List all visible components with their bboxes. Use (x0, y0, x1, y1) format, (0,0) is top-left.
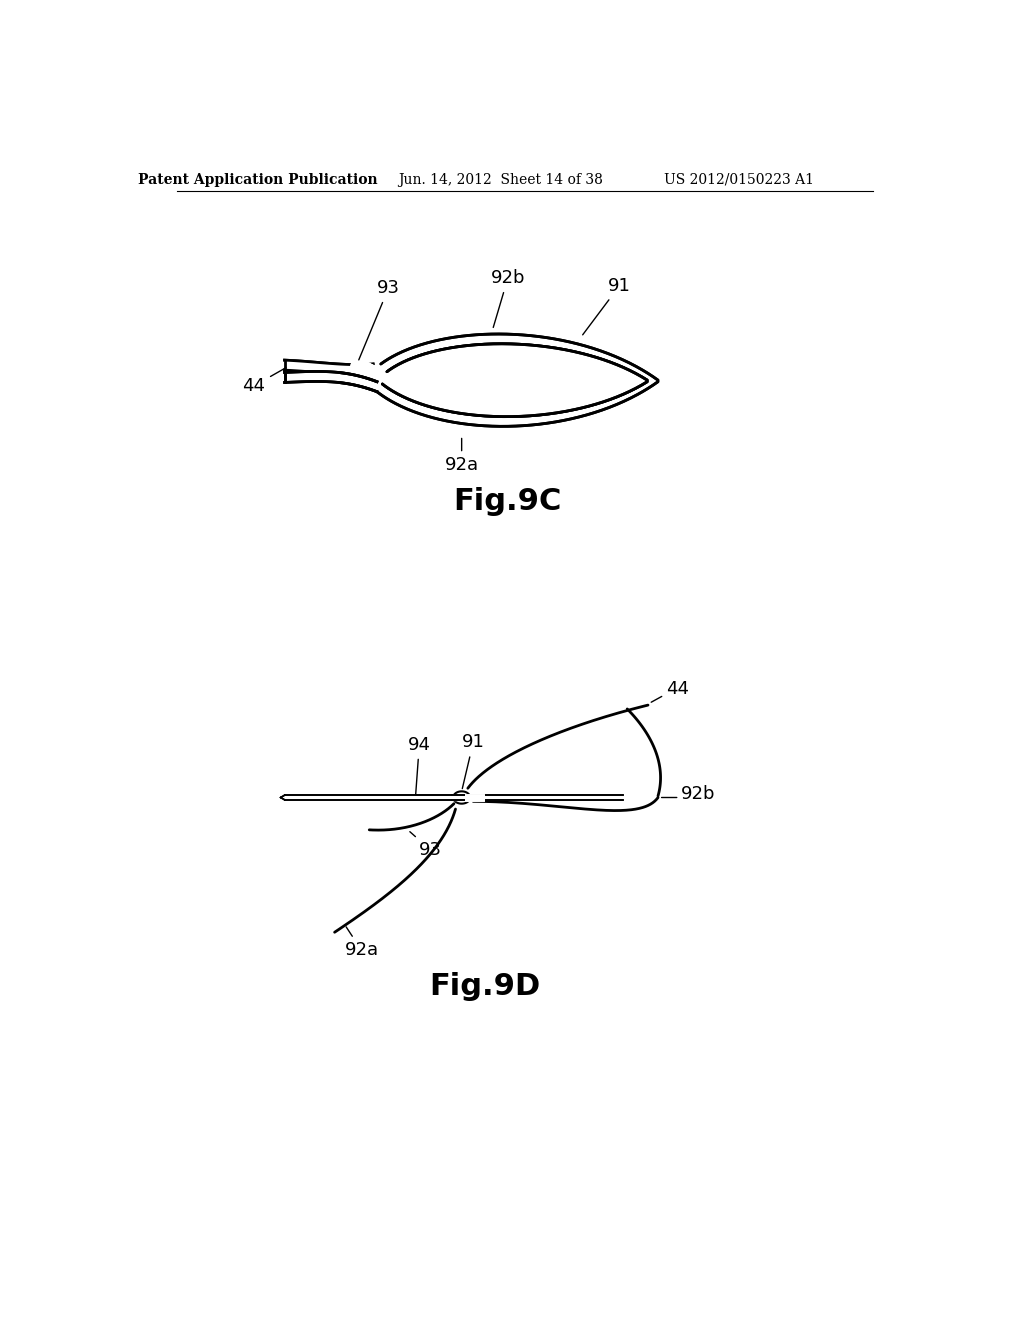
Text: 92a: 92a (344, 927, 379, 960)
Text: 94: 94 (408, 735, 431, 795)
Text: Patent Application Publication: Patent Application Publication (138, 173, 378, 187)
Text: 93: 93 (358, 279, 400, 360)
Polygon shape (377, 334, 658, 426)
Text: US 2012/0150223 A1: US 2012/0150223 A1 (664, 173, 814, 187)
Text: 91: 91 (462, 734, 484, 788)
Text: 92b: 92b (490, 269, 525, 327)
Text: Fig.9C: Fig.9C (454, 487, 562, 516)
Polygon shape (471, 795, 624, 800)
Polygon shape (285, 360, 373, 375)
Polygon shape (454, 792, 470, 804)
Polygon shape (281, 795, 453, 800)
Polygon shape (382, 343, 647, 417)
Polygon shape (285, 371, 377, 392)
Text: 44: 44 (243, 368, 286, 395)
Text: 91: 91 (583, 277, 631, 335)
Text: 92b: 92b (681, 785, 716, 803)
Text: 93: 93 (410, 832, 442, 859)
Polygon shape (453, 795, 471, 800)
Text: 92a: 92a (444, 438, 479, 474)
Text: Jun. 14, 2012  Sheet 14 of 38: Jun. 14, 2012 Sheet 14 of 38 (397, 173, 602, 187)
Text: 44: 44 (666, 680, 689, 697)
Text: Fig.9D: Fig.9D (429, 972, 541, 1001)
